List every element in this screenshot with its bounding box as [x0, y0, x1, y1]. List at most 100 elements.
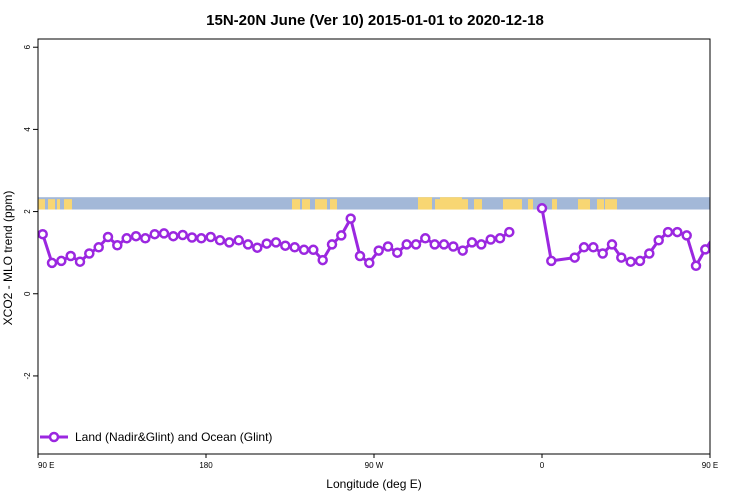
land-patch: [474, 199, 482, 210]
land-patch: [418, 197, 432, 210]
data-point: [672, 226, 683, 238]
land-patch: [48, 199, 55, 210]
data-point: [606, 239, 618, 250]
data-point: [121, 233, 132, 244]
data-point: [280, 240, 291, 251]
land-patch: [64, 199, 72, 210]
data-point: [720, 259, 728, 267]
data-point: [504, 226, 515, 238]
data-point: [177, 229, 188, 241]
data-point: [336, 230, 347, 241]
data-point: [709, 233, 710, 238]
data-point: [401, 239, 412, 250]
data-point: [653, 235, 664, 246]
data-point: [149, 228, 160, 240]
land-patch: [302, 199, 310, 210]
data-point: [410, 239, 422, 250]
data-point: [252, 242, 263, 253]
chart-title: 15N-20N June (Ver 10) 2015-01-01 to 2020…: [206, 12, 544, 29]
data-point: [429, 239, 440, 250]
y-axis-label: XCO2 - MLO trend (ppm): [1, 191, 15, 326]
data-point: [261, 238, 272, 249]
data-point: [317, 254, 328, 266]
data-point: [84, 248, 95, 259]
data-point: [597, 248, 608, 259]
data-point: [289, 242, 300, 253]
data-point: [364, 257, 375, 269]
data-point: [700, 244, 710, 255]
data-point: [196, 233, 207, 244]
data-point: [438, 239, 450, 250]
land-patch: [552, 199, 557, 210]
y-tick-label: 0: [23, 291, 32, 296]
data-point: [224, 237, 235, 248]
data-point: [270, 237, 282, 248]
data-point: [373, 245, 384, 256]
land-patch: [528, 199, 533, 210]
data-point: [130, 230, 142, 242]
x-tick-label: 90 W: [365, 461, 384, 470]
data-point: [345, 213, 356, 224]
x-tick-label: 90 E: [38, 461, 54, 470]
data-point: [662, 226, 674, 238]
data-point: [140, 233, 151, 244]
data-point: [485, 234, 496, 245]
data-point: [46, 257, 58, 269]
data-point: [616, 252, 627, 263]
data-point: [112, 240, 123, 251]
land-patch: [330, 199, 337, 210]
data-point: [298, 244, 310, 256]
legend: Land (Nadir&Glint) and Ocean (Glint): [40, 430, 272, 444]
data-point: [326, 239, 338, 250]
data-point: [494, 233, 506, 244]
data-point: [681, 230, 692, 241]
land-patch: [292, 199, 300, 210]
land-patch: [57, 199, 60, 210]
data-point: [536, 203, 548, 214]
data-point: [476, 239, 487, 250]
data-point: [214, 235, 226, 246]
data-point: [38, 228, 48, 240]
land-patch: [440, 197, 462, 210]
land-patch: [578, 199, 590, 210]
data-point: [466, 237, 478, 248]
y-tick-label: 6: [23, 44, 32, 49]
data-point: [65, 250, 76, 262]
data-point: [308, 244, 319, 256]
legend-marker-icon: [48, 431, 60, 443]
x-tick-label: 90 E: [702, 461, 718, 470]
land-patch: [503, 199, 522, 210]
data-point: [625, 256, 636, 267]
data-point: [392, 247, 403, 258]
data-point: [457, 245, 468, 256]
y-tick-label: 2: [23, 209, 32, 214]
data-point: [739, 252, 747, 260]
x-axis-label: Longitude (deg E): [326, 477, 421, 491]
land-patch: [597, 199, 604, 210]
data-point: [205, 231, 216, 243]
x-tick-label: 180: [199, 461, 213, 470]
data-point: [56, 255, 67, 267]
data-point: [168, 230, 179, 242]
land-patch: [605, 199, 617, 210]
data-point: [546, 255, 557, 267]
y-axis: -2 0 2 4 6: [23, 44, 38, 379]
data-point: [420, 233, 431, 244]
data-point: [102, 231, 114, 243]
data-point: [729, 257, 737, 265]
land-patch: [315, 199, 327, 210]
data-point: [578, 242, 590, 253]
data-point: [186, 232, 198, 243]
data-point: [448, 241, 459, 252]
data-point: [158, 228, 170, 239]
data-point: [690, 260, 702, 272]
data-point: [74, 256, 86, 267]
y-tick-label: 4: [23, 127, 32, 132]
series: [38, 203, 747, 272]
data-point: [242, 239, 254, 250]
x-tick-label: 0: [540, 461, 545, 470]
data-point: [588, 242, 599, 253]
y-tick-label: -2: [23, 372, 32, 380]
